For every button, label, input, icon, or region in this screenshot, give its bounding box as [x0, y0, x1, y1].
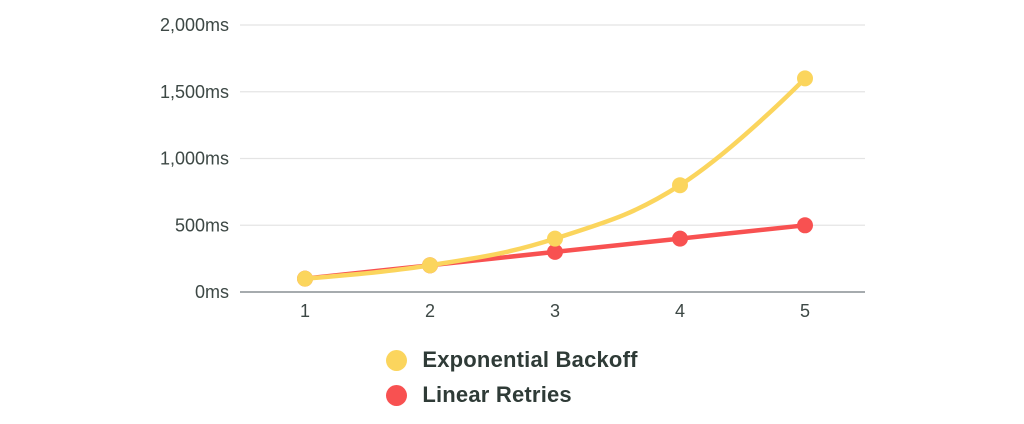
legend-marker-linear-retries-icon — [386, 384, 408, 406]
y-tick-label: 500ms — [175, 215, 229, 235]
data-point-linear-retries — [672, 230, 688, 247]
x-tick-label: 1 — [300, 301, 310, 321]
y-tick-label: 1,500ms — [160, 82, 229, 102]
legend-item-linear-retries: Linear Retries — [386, 382, 572, 408]
y-tick-label: 0ms — [195, 282, 229, 302]
data-point-exponential-backoff — [297, 270, 313, 287]
y-tick-label: 2,000ms — [160, 15, 229, 35]
legend-label-exponential-backoff: Exponential Backoff — [422, 347, 638, 372]
x-tick-label: 4 — [675, 301, 685, 321]
x-tick-label: 5 — [800, 301, 810, 321]
data-point-exponential-backoff — [422, 257, 438, 274]
legend-item-exponential-backoff: Exponential Backoff — [386, 347, 638, 372]
data-point-linear-retries — [547, 243, 563, 260]
legend-marker-exponential-backoff-icon — [386, 349, 408, 371]
chart-legend: Exponential Backoff Linear Retries — [386, 347, 638, 408]
data-point-exponential-backoff — [672, 177, 688, 194]
data-point-linear-retries — [797, 217, 813, 234]
x-tick-label: 2 — [425, 301, 435, 321]
x-tick-label: 3 — [550, 301, 560, 321]
line-chart: 2,000ms 1,500ms 1,000ms 500ms 0ms 1 2 3 4 5 — [160, 15, 865, 321]
legend-label-linear-retries: Linear Retries — [422, 382, 572, 408]
data-point-exponential-backoff — [547, 230, 563, 247]
y-tick-label: 1,000ms — [160, 149, 229, 169]
data-point-exponential-backoff — [797, 70, 813, 87]
